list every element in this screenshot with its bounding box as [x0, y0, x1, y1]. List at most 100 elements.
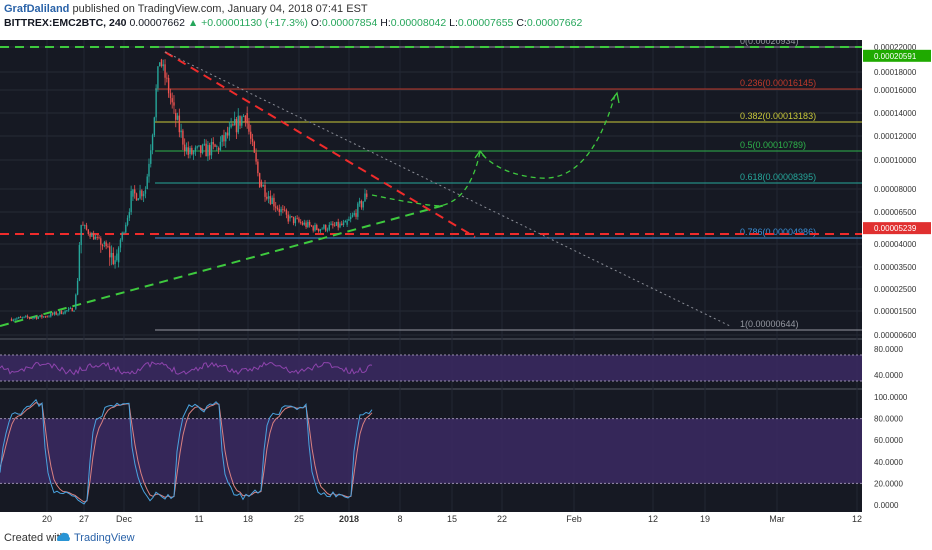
candle-body — [160, 59, 163, 67]
time-tick-label: 2018 — [339, 514, 359, 524]
candle-body — [119, 239, 122, 248]
candle-body — [205, 143, 207, 157]
candle-body — [303, 222, 305, 225]
publish-info: published on TradingView.com, January 04… — [72, 3, 368, 15]
candle-body — [283, 209, 286, 211]
candle-body — [267, 196, 270, 199]
author-name[interactable]: GrafDaliland — [4, 3, 70, 15]
candle-body — [278, 209, 280, 213]
candle-body — [112, 252, 114, 265]
fib-level-label: 0.5(0.00010789) — [740, 140, 806, 150]
last-price: 0.00007662 — [129, 17, 185, 29]
candle-body — [151, 135, 154, 151]
candle-body — [67, 308, 70, 311]
candle-body — [30, 318, 32, 319]
candle-body — [351, 214, 354, 217]
tradingview-brand[interactable]: TradingView — [74, 532, 135, 544]
candle-body — [171, 98, 173, 103]
candle-body — [37, 316, 40, 319]
candle-body — [285, 210, 288, 215]
candle-body — [280, 209, 282, 213]
candle-body — [35, 316, 38, 319]
candle-body — [59, 310, 61, 314]
candle-body — [135, 193, 138, 201]
price-tick-label: 0.00003500 — [874, 263, 917, 272]
candle-body — [251, 138, 254, 142]
candles-group — [10, 58, 368, 322]
candle-body — [137, 198, 139, 201]
candle-body — [94, 236, 97, 240]
high-value: 0.00008042 — [390, 17, 447, 29]
candle-body — [212, 142, 214, 145]
candle-body — [141, 190, 143, 197]
candle-body — [282, 209, 284, 210]
candle-body — [325, 224, 327, 231]
candle-body — [128, 212, 131, 218]
candle-body — [80, 224, 82, 246]
fib-level-label: 0.618(0.00008395) — [740, 172, 816, 182]
candle-body — [75, 294, 77, 309]
candle-body — [96, 236, 98, 238]
candle-body — [241, 116, 243, 126]
candle-body — [44, 316, 47, 318]
price-tick-label: 0.00002500 — [874, 285, 917, 294]
fib-level-label: 0.786(0.00004986) — [740, 227, 816, 237]
chart-header: GrafDaliland published on TradingView.co… — [0, 0, 932, 40]
candle-body — [64, 310, 66, 314]
candle-body — [46, 316, 48, 318]
candle-body — [292, 216, 295, 224]
candle-body — [148, 163, 150, 177]
candle-body — [260, 181, 263, 187]
footer: Created with TradingView — [0, 526, 932, 550]
candle-body — [207, 145, 209, 157]
candle-body — [226, 132, 229, 136]
price-tick-label: 0.00016000 — [874, 86, 917, 95]
candle-body — [341, 223, 343, 226]
chart-canvas[interactable]: 0.00022000 0.00018000 0.00016000 0.00014000… — [0, 40, 932, 526]
candle-body — [126, 217, 129, 225]
time-tick-label: 25 — [294, 514, 304, 524]
candle-body — [346, 220, 348, 225]
candle-body — [253, 141, 256, 153]
candle-body — [221, 135, 223, 142]
candle-body — [217, 148, 220, 151]
price-tick-label: 0.00008000 — [874, 185, 917, 194]
low-label: L: — [449, 17, 458, 29]
candle-body — [176, 115, 179, 120]
candle-body — [82, 224, 84, 226]
candle-body — [189, 147, 191, 154]
candle-body — [305, 222, 307, 228]
uptrend-dashed-line — [0, 204, 446, 327]
candle-body — [273, 197, 275, 207]
candle-body — [103, 242, 106, 244]
price-tick-label: 0.00012000 — [874, 132, 917, 141]
time-tick-label: 15 — [447, 514, 457, 524]
candle-body — [85, 225, 88, 230]
candle-body — [16, 318, 18, 320]
candle-body — [57, 313, 59, 315]
time-tick-label: 27 — [79, 514, 89, 524]
candle-body — [109, 246, 111, 258]
low-value: 0.00007655 — [457, 17, 514, 29]
stoch-tick-label: 80.0000 — [874, 415, 903, 424]
candle-body — [323, 224, 325, 229]
candle-body — [317, 228, 320, 232]
close-value: 0.00007662 — [526, 17, 583, 29]
candle-body — [14, 319, 16, 321]
candle-body — [155, 88, 157, 118]
candle-body — [203, 143, 206, 145]
rsi-tick-label: 40.0000 — [874, 371, 903, 380]
candle-body — [287, 214, 289, 222]
symbol-label[interactable]: BITTREX:EMC2BTC, 240 — [4, 17, 127, 29]
candle-body — [358, 200, 361, 204]
candle-body — [366, 193, 368, 197]
candle-body — [216, 146, 218, 148]
candle-body — [134, 189, 136, 194]
projection-arrow-icon — [610, 91, 620, 104]
rsi-line — [0, 361, 373, 376]
candle-body — [91, 233, 93, 237]
candle-body — [223, 135, 225, 142]
candle-body — [330, 223, 332, 225]
candle-body — [250, 131, 252, 139]
time-tick-label: Feb — [566, 514, 582, 524]
